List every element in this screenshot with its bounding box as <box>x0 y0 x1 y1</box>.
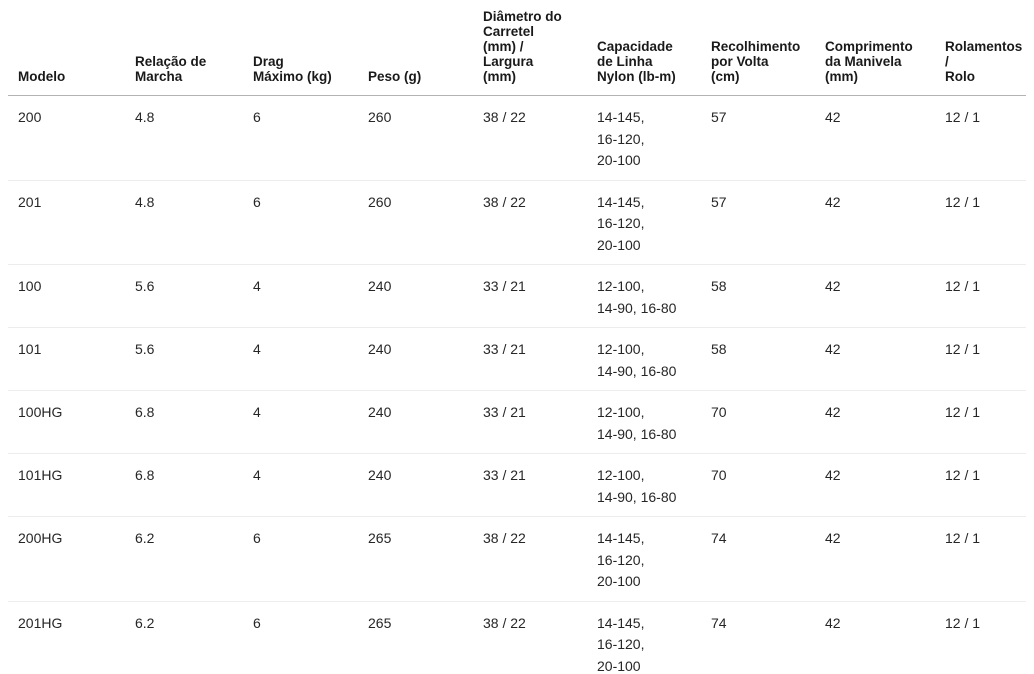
cell-model: 101HG <box>8 453 125 517</box>
cell-max-drag: 6 <box>243 601 358 674</box>
cell-spool-dimensions: 33 / 21 <box>473 453 587 517</box>
cell-bearings: 12 / 1 <box>935 95 1026 181</box>
cell-line-capacity: 12-100, 14-90, 16-80 <box>587 264 701 328</box>
cell-max-drag: 6 <box>243 95 358 181</box>
cell-max-drag: 4 <box>243 327 358 391</box>
cell-line-capacity: 12-100, 14-90, 16-80 <box>587 327 701 391</box>
col-header-weight: Peso (g) <box>358 0 473 96</box>
cell-handle-length: 42 <box>815 601 935 674</box>
cell-retrieve-per-crank: 57 <box>701 180 815 265</box>
cell-gear-ratio: 4.8 <box>125 180 243 265</box>
cell-model: 100HG <box>8 390 125 454</box>
cell-bearings: 12 / 1 <box>935 601 1026 674</box>
cell-spool-dimensions: 33 / 21 <box>473 390 587 454</box>
cell-handle-length: 42 <box>815 327 935 391</box>
cell-model: 100 <box>8 264 125 328</box>
cell-bearings: 12 / 1 <box>935 264 1026 328</box>
cell-max-drag: 6 <box>243 180 358 265</box>
cell-gear-ratio: 5.6 <box>125 327 243 391</box>
table-row: 200 4.8 6 260 38 / 22 14-145, 16-120, 20… <box>8 95 1026 181</box>
cell-line-capacity: 14-145, 16-120, 20-100 <box>587 516 701 602</box>
cell-model: 201 <box>8 180 125 265</box>
cell-spool-dimensions: 38 / 22 <box>473 95 587 181</box>
cell-spool-dimensions: 33 / 21 <box>473 264 587 328</box>
cell-retrieve-per-crank: 58 <box>701 327 815 391</box>
cell-handle-length: 42 <box>815 95 935 181</box>
table-row: 201HG 6.2 6 265 38 / 22 14-145, 16-120, … <box>8 601 1026 674</box>
col-header-handle-length: Comprimento da Manivela (mm) <box>815 0 935 96</box>
cell-retrieve-per-crank: 74 <box>701 516 815 602</box>
cell-max-drag: 4 <box>243 453 358 517</box>
col-header-line-capacity: Capacidade de Linha Nylon (lb-m) <box>587 0 701 96</box>
table-row: 101 5.6 4 240 33 / 21 12-100, 14-90, 16-… <box>8 327 1026 391</box>
cell-handle-length: 42 <box>815 516 935 602</box>
cell-weight: 260 <box>358 180 473 265</box>
cell-weight: 240 <box>358 264 473 328</box>
cell-line-capacity: 14-145, 16-120, 20-100 <box>587 95 701 181</box>
table-row: 100HG 6.8 4 240 33 / 21 12-100, 14-90, 1… <box>8 390 1026 454</box>
cell-retrieve-per-crank: 70 <box>701 453 815 517</box>
cell-line-capacity: 14-145, 16-120, 20-100 <box>587 601 701 674</box>
cell-max-drag: 4 <box>243 264 358 328</box>
table-row: 201 4.8 6 260 38 / 22 14-145, 16-120, 20… <box>8 180 1026 265</box>
cell-model: 200HG <box>8 516 125 602</box>
cell-gear-ratio: 4.8 <box>125 95 243 181</box>
col-header-retrieve-per-crank: Recolhimento por Volta (cm) <box>701 0 815 96</box>
col-header-bearings: Rolamentos / Rolo <box>935 0 1026 96</box>
cell-weight: 240 <box>358 390 473 454</box>
col-header-max-drag: Drag Máximo (kg) <box>243 0 358 96</box>
cell-retrieve-per-crank: 57 <box>701 95 815 181</box>
cell-gear-ratio: 6.2 <box>125 516 243 602</box>
col-header-model: Modelo <box>8 0 125 96</box>
cell-bearings: 12 / 1 <box>935 327 1026 391</box>
table-header-row: Modelo Relação de Marcha Drag Máximo (kg… <box>8 0 1026 96</box>
col-header-spool-dimensions: Diâmetro do Carretel (mm) / Largura (mm) <box>473 0 587 96</box>
cell-spool-dimensions: 38 / 22 <box>473 180 587 265</box>
cell-spool-dimensions: 38 / 22 <box>473 601 587 674</box>
cell-weight: 265 <box>358 601 473 674</box>
cell-bearings: 12 / 1 <box>935 516 1026 602</box>
cell-weight: 240 <box>358 453 473 517</box>
table-row: 100 5.6 4 240 33 / 21 12-100, 14-90, 16-… <box>8 264 1026 328</box>
cell-line-capacity: 14-145, 16-120, 20-100 <box>587 180 701 265</box>
cell-retrieve-per-crank: 74 <box>701 601 815 674</box>
cell-handle-length: 42 <box>815 453 935 517</box>
cell-spool-dimensions: 33 / 21 <box>473 327 587 391</box>
cell-handle-length: 42 <box>815 180 935 265</box>
cell-line-capacity: 12-100, 14-90, 16-80 <box>587 453 701 517</box>
cell-handle-length: 42 <box>815 390 935 454</box>
table-row: 101HG 6.8 4 240 33 / 21 12-100, 14-90, 1… <box>8 453 1026 517</box>
cell-weight: 265 <box>358 516 473 602</box>
cell-bearings: 12 / 1 <box>935 453 1026 517</box>
cell-bearings: 12 / 1 <box>935 390 1026 454</box>
cell-model: 200 <box>8 95 125 181</box>
cell-retrieve-per-crank: 58 <box>701 264 815 328</box>
cell-model: 101 <box>8 327 125 391</box>
cell-retrieve-per-crank: 70 <box>701 390 815 454</box>
cell-weight: 260 <box>358 95 473 181</box>
cell-gear-ratio: 5.6 <box>125 264 243 328</box>
cell-gear-ratio: 6.8 <box>125 390 243 454</box>
cell-max-drag: 6 <box>243 516 358 602</box>
cell-gear-ratio: 6.2 <box>125 601 243 674</box>
cell-weight: 240 <box>358 327 473 391</box>
cell-max-drag: 4 <box>243 390 358 454</box>
cell-handle-length: 42 <box>815 264 935 328</box>
cell-model: 201HG <box>8 601 125 674</box>
cell-spool-dimensions: 38 / 22 <box>473 516 587 602</box>
cell-line-capacity: 12-100, 14-90, 16-80 <box>587 390 701 454</box>
cell-bearings: 12 / 1 <box>935 180 1026 265</box>
spec-table: Modelo Relação de Marcha Drag Máximo (kg… <box>8 0 1026 674</box>
cell-gear-ratio: 6.8 <box>125 453 243 517</box>
table-row: 200HG 6.2 6 265 38 / 22 14-145, 16-120, … <box>8 516 1026 602</box>
col-header-gear-ratio: Relação de Marcha <box>125 0 243 96</box>
